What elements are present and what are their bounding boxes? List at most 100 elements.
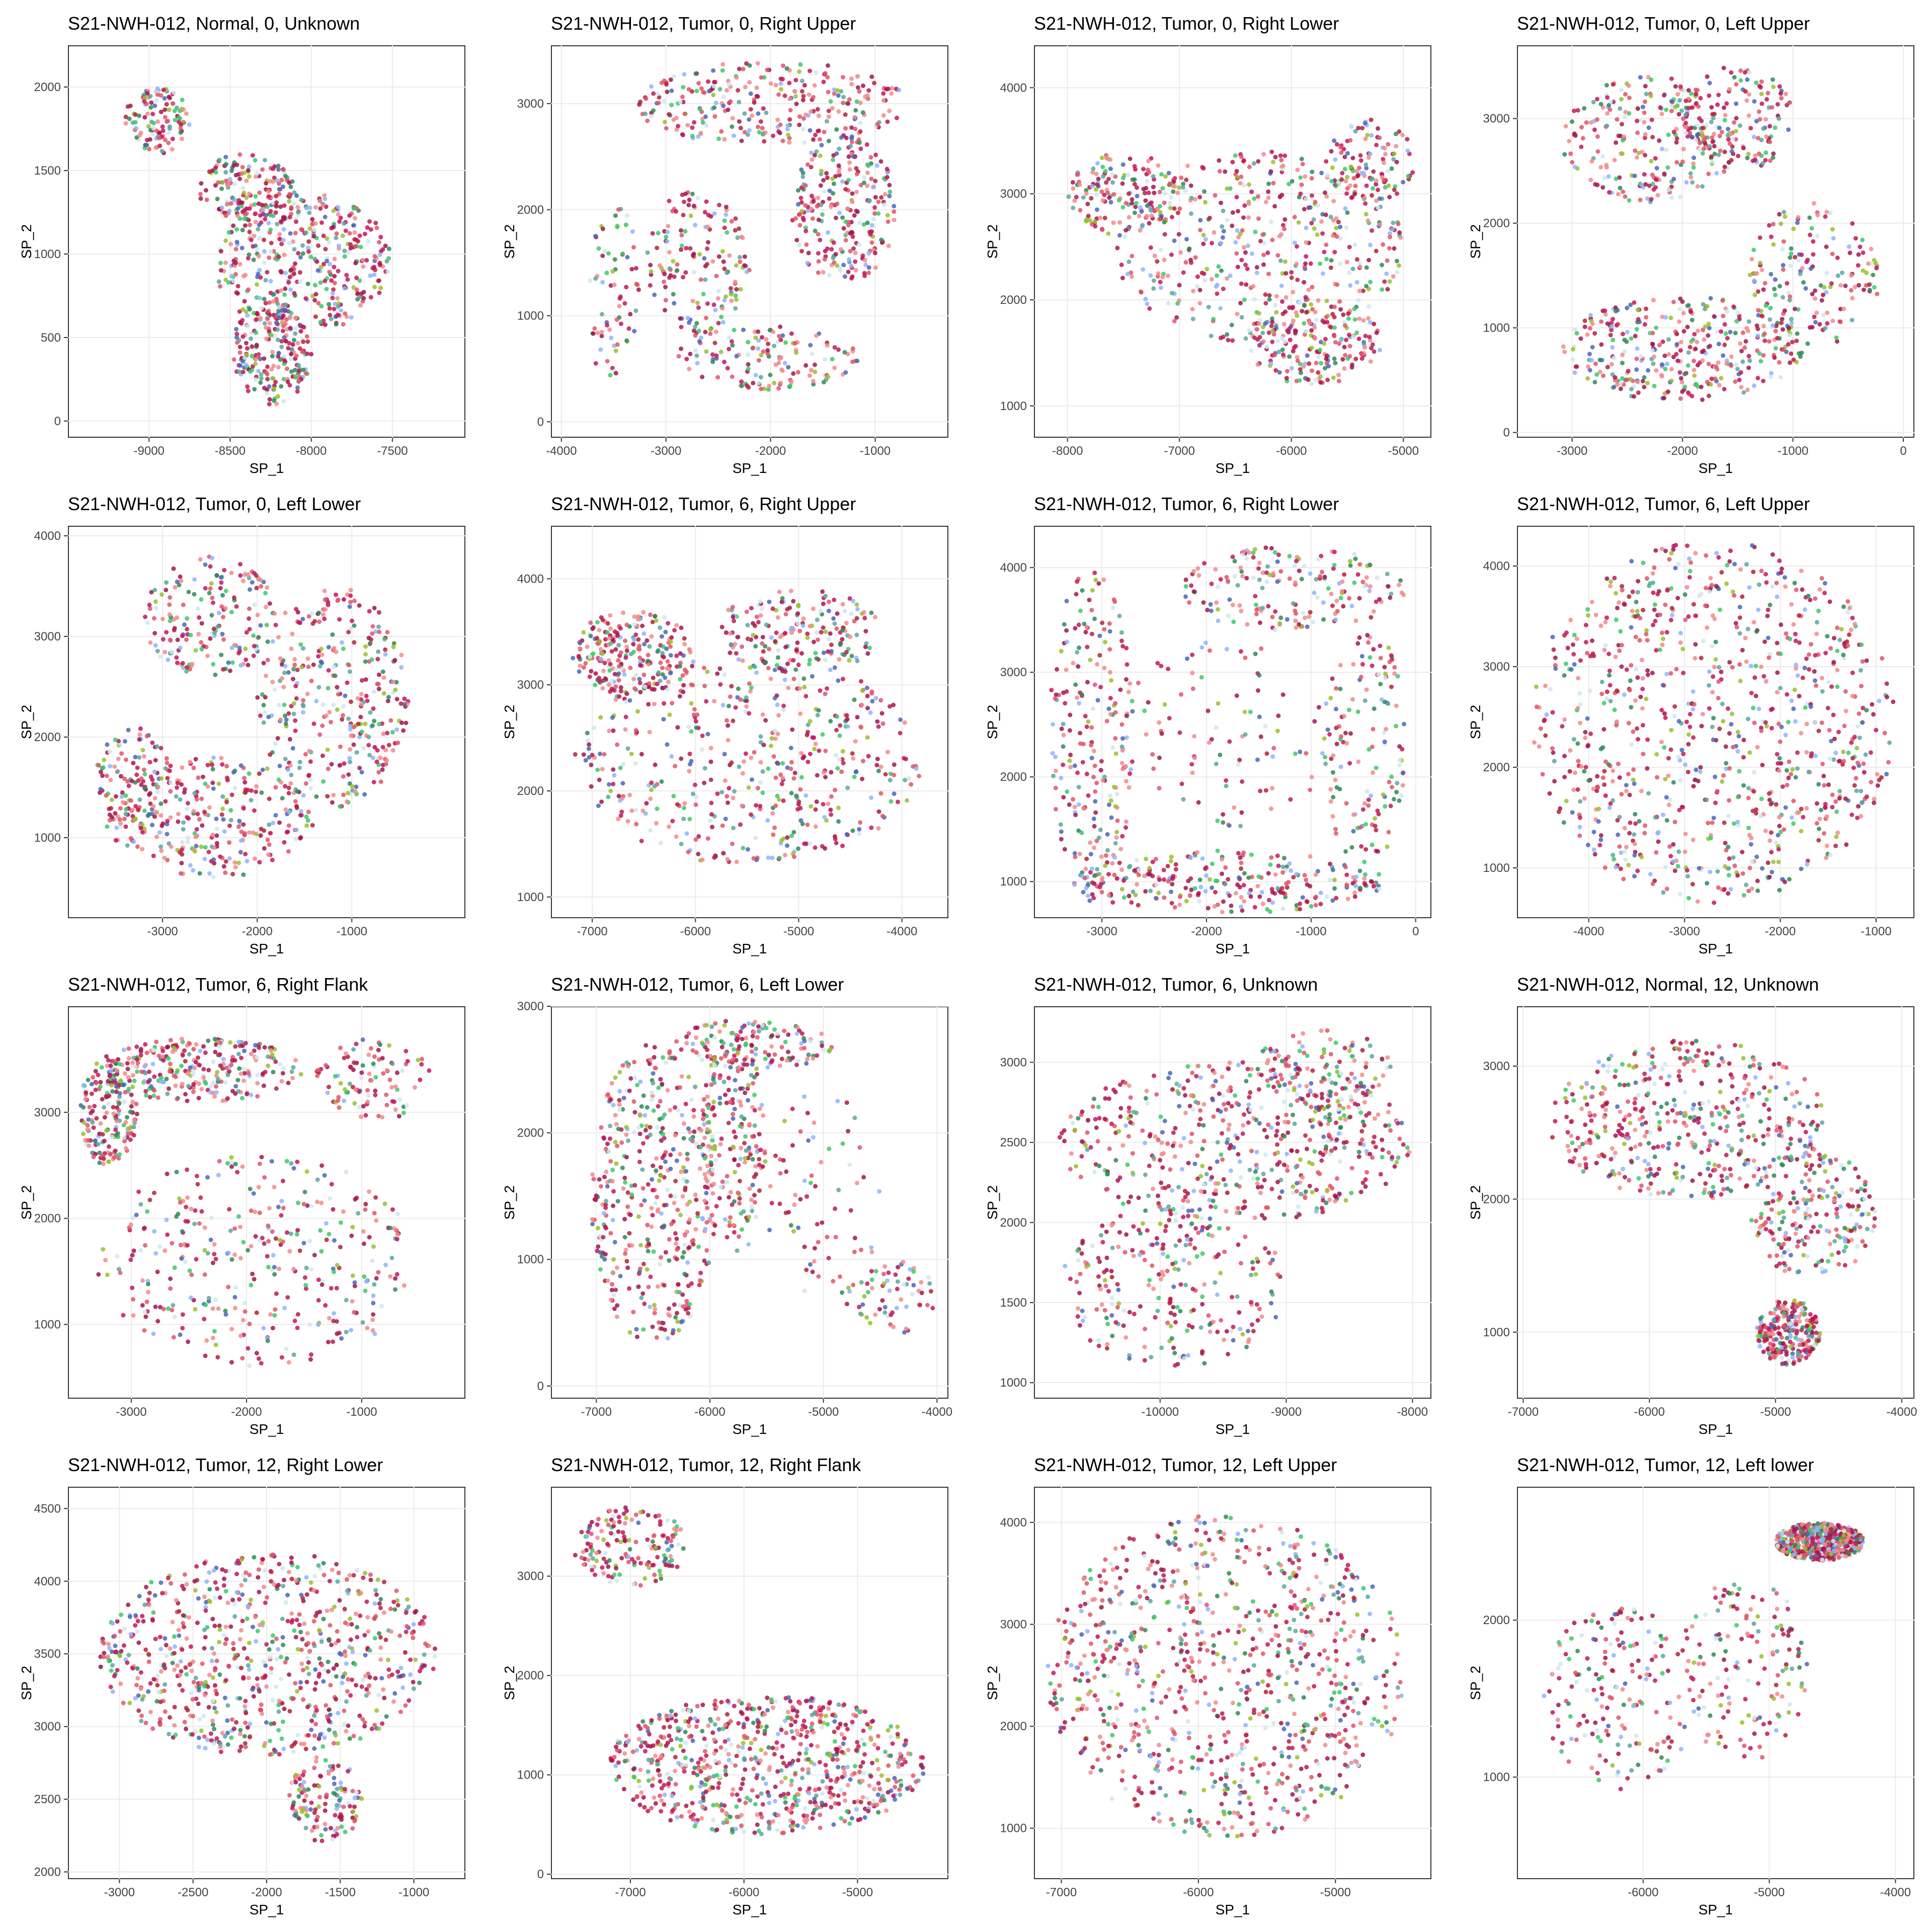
scatter-point bbox=[889, 799, 894, 804]
scatter-point bbox=[294, 219, 298, 224]
scatter-point bbox=[318, 319, 323, 325]
scatter-point bbox=[1336, 372, 1341, 377]
scatter-point bbox=[810, 351, 815, 356]
scatter-point bbox=[816, 708, 821, 713]
scatter-point bbox=[1354, 169, 1359, 174]
scatter-point bbox=[1701, 328, 1706, 333]
scatter-point bbox=[321, 779, 326, 784]
scatter-point bbox=[656, 230, 661, 235]
scatter-point bbox=[1634, 356, 1639, 361]
scatter-point bbox=[661, 644, 666, 649]
scatter-point bbox=[741, 328, 746, 333]
scatter-point bbox=[801, 116, 806, 121]
x-tick-label: -1000 bbox=[337, 925, 367, 938]
scatter-point bbox=[1831, 236, 1836, 241]
scatter-point bbox=[1835, 255, 1840, 260]
scatter-point bbox=[1269, 316, 1274, 321]
scatter-point bbox=[343, 693, 348, 698]
scatter-point bbox=[826, 109, 831, 113]
scatter-point bbox=[147, 760, 152, 765]
scatter-point bbox=[1254, 327, 1259, 332]
scatter-point bbox=[309, 352, 314, 357]
scatter-point bbox=[855, 358, 860, 363]
scatter-point bbox=[1722, 149, 1727, 154]
scatter-point bbox=[1809, 226, 1814, 231]
scatter-point bbox=[690, 134, 695, 138]
scatter-point bbox=[713, 101, 718, 106]
scatter-point bbox=[704, 199, 709, 204]
scatter-point bbox=[1646, 125, 1651, 130]
scatter-point bbox=[258, 713, 263, 718]
scatter-point bbox=[1621, 332, 1625, 337]
scatter-point bbox=[269, 333, 274, 338]
scatter-point bbox=[1388, 231, 1392, 236]
scatter-point bbox=[1762, 281, 1767, 286]
scatter-point bbox=[307, 749, 312, 754]
scatter-point bbox=[1789, 316, 1794, 321]
scatter-point bbox=[1267, 293, 1272, 298]
scatter-point bbox=[846, 101, 851, 106]
scatter-point bbox=[841, 101, 846, 105]
scatter-point bbox=[1100, 227, 1105, 232]
scatter-point bbox=[238, 850, 243, 855]
scatter-point bbox=[219, 186, 224, 191]
scatter-point bbox=[853, 251, 858, 256]
scatter-point bbox=[813, 362, 817, 367]
scatter-point bbox=[267, 822, 272, 827]
scatter-point bbox=[226, 182, 231, 187]
scatter-point bbox=[1706, 333, 1711, 338]
scatter-point bbox=[1640, 378, 1645, 383]
scatter-point bbox=[1204, 267, 1210, 272]
scatter-point bbox=[1126, 191, 1131, 196]
scatter-point bbox=[730, 124, 735, 129]
scatter-point bbox=[668, 273, 673, 278]
scatter-point bbox=[691, 328, 696, 333]
scatter-point bbox=[616, 207, 621, 212]
scatter-point bbox=[274, 203, 279, 208]
scatter-point bbox=[137, 797, 142, 802]
scatter-point bbox=[1624, 339, 1629, 344]
scatter-point bbox=[1102, 193, 1107, 197]
scatter-point bbox=[277, 305, 282, 310]
scatter-point bbox=[693, 348, 698, 353]
scatter-point bbox=[637, 655, 642, 660]
scatter-point bbox=[1626, 83, 1631, 88]
scatter-point bbox=[1400, 132, 1405, 137]
scatter-point bbox=[1084, 188, 1089, 193]
scatter-point bbox=[307, 210, 312, 215]
scatter-point bbox=[265, 372, 270, 377]
y-tick-label: 3000 bbox=[1483, 112, 1510, 126]
scatter-point bbox=[120, 800, 125, 805]
scatter-point bbox=[301, 793, 306, 798]
scatter-point bbox=[1636, 307, 1640, 312]
scatter-point bbox=[1093, 224, 1098, 229]
scatter-point bbox=[291, 271, 296, 276]
scatter-point bbox=[1649, 117, 1654, 122]
scatter-point bbox=[317, 619, 322, 624]
scatter-point bbox=[1611, 338, 1616, 343]
scatter-point bbox=[1081, 195, 1086, 200]
scatter-point bbox=[1157, 217, 1162, 222]
scatter-point bbox=[803, 203, 808, 208]
y-tick-label: 2000 bbox=[1000, 293, 1027, 307]
scatter-point bbox=[618, 321, 623, 327]
scatter-point bbox=[1322, 341, 1327, 346]
scatter-point bbox=[301, 698, 306, 703]
scatter-point bbox=[1125, 172, 1131, 177]
scatter-point bbox=[1688, 91, 1694, 96]
scatter-point bbox=[1318, 261, 1323, 266]
scatter-point bbox=[265, 585, 270, 590]
scatter-point bbox=[1678, 376, 1683, 381]
scatter-point bbox=[1770, 77, 1775, 82]
scatter-point bbox=[203, 845, 208, 850]
scatter-point bbox=[1685, 325, 1690, 330]
scatter-point bbox=[846, 178, 851, 183]
scatter-point bbox=[871, 216, 876, 221]
scatter-point bbox=[248, 307, 252, 312]
scatter-point bbox=[282, 203, 287, 208]
scatter-point bbox=[153, 758, 158, 763]
scatter-point bbox=[1354, 257, 1359, 262]
scatter-point bbox=[665, 90, 670, 94]
scatter-point bbox=[767, 328, 772, 333]
scatter-point bbox=[674, 623, 679, 628]
